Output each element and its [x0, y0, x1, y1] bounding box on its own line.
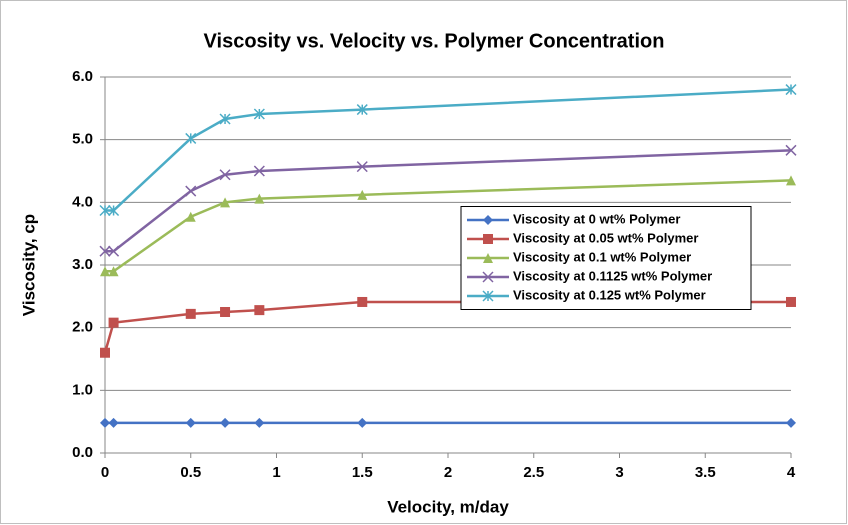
x-tick-label: 1.5 — [352, 464, 373, 481]
legend-label: Viscosity at 0.1125 wt% Polymer — [513, 268, 712, 283]
marker — [482, 290, 494, 302]
marker — [100, 417, 110, 428]
x-tick-label: 2 — [444, 464, 452, 481]
legend: Viscosity at 0 wt% Polymer Viscosity at 0… — [460, 206, 752, 310]
marker — [99, 204, 111, 217]
x-tick-label: 4 — [787, 464, 796, 481]
legend-label: Viscosity at 0 wt% Polymer — [513, 211, 680, 226]
y-tick-label: 5.0 — [72, 131, 93, 148]
marker — [185, 132, 197, 144]
y-axis-title: Viscosity, cp — [19, 214, 38, 316]
marker — [220, 307, 231, 317]
marker — [108, 317, 119, 328]
marker — [356, 104, 368, 116]
marker — [786, 296, 796, 307]
y-tick-label: 0.0 — [72, 444, 93, 461]
marker — [483, 234, 493, 244]
legend-label: Viscosity at 0.1 wt% Polymer — [513, 249, 691, 264]
marker — [185, 211, 196, 222]
marker — [220, 197, 231, 208]
x-tick-label: 0.5 — [180, 464, 201, 481]
marker — [785, 144, 797, 156]
marker — [785, 84, 797, 96]
marker — [253, 165, 265, 177]
chart-title: Viscosity vs. Velocity vs. Polymer Conce… — [204, 30, 665, 52]
y-tick-label: 6.0 — [72, 68, 93, 85]
marker — [108, 204, 120, 217]
x-tick-label: 1 — [272, 464, 280, 481]
marker — [253, 108, 265, 120]
marker — [254, 417, 265, 428]
legend-label: Viscosity at 0.125 wt% Polymer — [513, 287, 706, 302]
marker — [108, 266, 119, 277]
marker — [99, 245, 111, 257]
marker — [357, 417, 368, 428]
marker — [357, 296, 368, 307]
marker — [786, 175, 796, 186]
marker — [100, 266, 110, 277]
x-tick-label: 0 — [101, 464, 109, 481]
marker — [100, 347, 110, 358]
y-tick-label: 1.0 — [72, 381, 93, 398]
marker — [185, 185, 197, 197]
marker — [482, 271, 494, 283]
x-tick-label: 3.5 — [695, 464, 716, 481]
y-tick-label: 4.0 — [72, 193, 93, 210]
marker — [220, 417, 231, 428]
marker — [254, 193, 265, 204]
legend-label: Viscosity at 0.05 wt% Polymer — [513, 230, 698, 245]
x-tick-label: 3 — [615, 464, 623, 481]
marker — [254, 305, 265, 316]
x-tick-label: 2.5 — [523, 464, 544, 481]
legend-box — [460, 206, 752, 310]
marker — [108, 245, 120, 257]
marker — [786, 417, 796, 428]
marker — [219, 169, 231, 181]
marker — [356, 161, 368, 173]
y-tick-label: 2.0 — [72, 319, 93, 336]
marker — [185, 417, 196, 428]
x-axis-title: Velocity, m/day — [387, 497, 509, 516]
marker — [483, 215, 493, 225]
y-tick-label: 3.0 — [72, 256, 93, 273]
marker — [108, 417, 119, 428]
marker — [483, 253, 493, 263]
marker — [185, 308, 196, 319]
marker — [357, 189, 368, 200]
marker — [219, 113, 231, 125]
